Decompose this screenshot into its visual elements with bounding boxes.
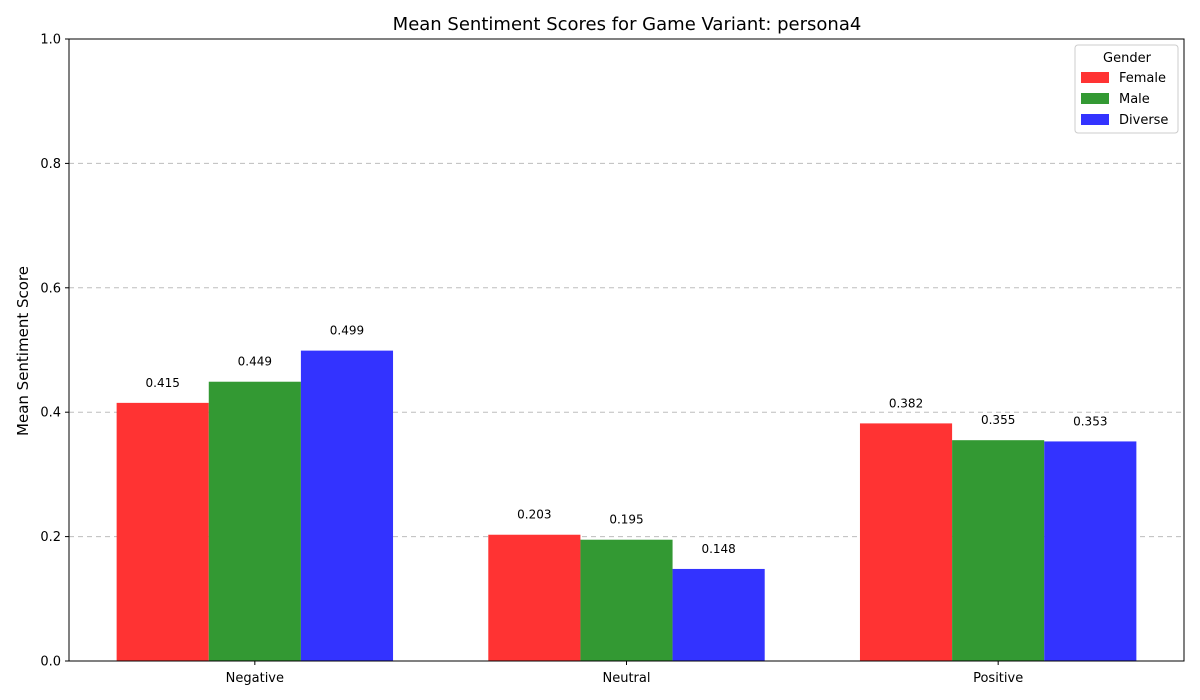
x-tick-label: Negative	[226, 671, 284, 686]
data-label: 0.449	[238, 355, 272, 369]
data-label: 0.382	[889, 396, 923, 410]
y-tick-label: 1.0	[40, 33, 61, 48]
legend-label-female: Female	[1119, 71, 1166, 86]
x-axis-ticks: Negative Neutral Positive	[226, 661, 1023, 686]
legend-swatch-male	[1081, 93, 1109, 104]
data-label: 0.355	[981, 413, 1015, 427]
y-tick-label: 0.0	[40, 655, 61, 670]
legend-title: Gender	[1103, 51, 1152, 66]
chart-title: Mean Sentiment Scores for Game Variant: …	[393, 14, 862, 35]
y-tick-label: 0.6	[40, 281, 61, 296]
legend-label-diverse: Diverse	[1119, 113, 1168, 128]
data-label: 0.203	[517, 508, 551, 522]
y-axis-ticks: 0.0 0.2 0.4 0.6 0.8 1.0	[40, 33, 69, 670]
data-label: 0.353	[1073, 414, 1107, 428]
bar-diverse-negative	[300, 350, 394, 661]
bar-male-negative	[208, 381, 301, 661]
x-tick-label: Neutral	[603, 671, 651, 686]
legend-box	[1074, 44, 1179, 134]
data-label: 0.195	[609, 513, 643, 527]
bar-female-positive	[859, 423, 953, 661]
bar-male-neutral	[580, 539, 673, 661]
y-tick-label: 0.8	[40, 157, 61, 172]
data-label: 0.499	[330, 324, 364, 338]
legend-swatch-diverse	[1081, 114, 1109, 125]
y-tick-label: 0.4	[40, 406, 61, 421]
legend-swatch-female	[1081, 72, 1109, 83]
bar-diverse-positive	[1044, 441, 1137, 661]
y-axis-label: Mean Sentiment Score	[14, 266, 32, 436]
bars	[116, 350, 1137, 661]
bar-female-neutral	[488, 534, 581, 661]
bar-female-negative	[116, 402, 209, 661]
x-tick-label: Positive	[973, 671, 1023, 686]
y-tick-label: 0.2	[40, 530, 61, 545]
bar-diverse-neutral	[672, 568, 765, 661]
data-label: 0.148	[701, 542, 735, 556]
data-labels: 0.415 0.449 0.499 0.203 0.195 0.148 0.382 0.355…	[146, 324, 1108, 556]
data-label: 0.415	[146, 376, 180, 390]
bar-male-positive	[952, 440, 1045, 661]
legend: Gender Female Male Diverse	[1074, 44, 1179, 134]
legend-label-male: Male	[1119, 92, 1150, 107]
